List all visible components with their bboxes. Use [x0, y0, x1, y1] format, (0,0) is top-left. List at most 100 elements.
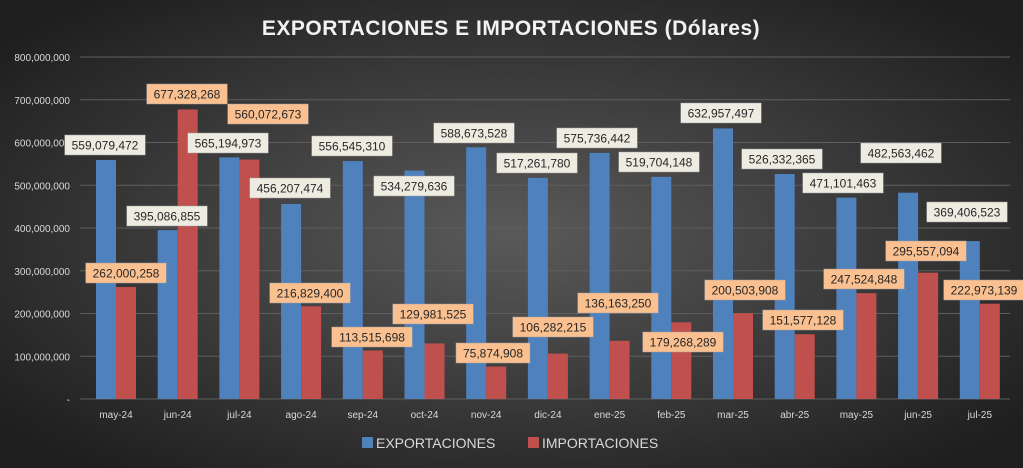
- data-label-box: [618, 151, 700, 173]
- data-label: 262,000,258: [93, 267, 160, 281]
- data-label: 395,086,855: [134, 210, 201, 224]
- data-label: 482,563,462: [868, 147, 935, 161]
- data-label-box: [802, 172, 884, 194]
- data-label-box: [126, 205, 208, 227]
- y-tick-label: 600,000,000: [14, 139, 70, 150]
- import-bar: [239, 159, 260, 399]
- data-label-box: [741, 148, 823, 170]
- data-label: 471,101,463: [810, 177, 877, 191]
- data-label: 295,557,094: [893, 245, 960, 259]
- legend-swatch: [528, 437, 539, 448]
- import-bar: [609, 340, 630, 399]
- y-tick-label: -: [67, 395, 70, 406]
- export-bar: [342, 161, 363, 399]
- import-bar: [116, 286, 136, 399]
- x-tick-label: jul-24: [226, 410, 252, 421]
- y-tick-label: 800,000,000: [14, 53, 70, 64]
- x-tick-label: ene-25: [594, 410, 626, 421]
- data-label-box: [146, 83, 228, 105]
- data-label-box: [187, 132, 269, 154]
- data-label: 559,079,472: [72, 139, 139, 153]
- data-label: 632,957,497: [688, 107, 755, 121]
- y-tick-label: 300,000,000: [14, 267, 70, 278]
- import-bar: [362, 350, 383, 399]
- y-tick-label: 100,000,000: [14, 352, 70, 363]
- data-label-box: [762, 309, 844, 331]
- data-label: 179,268,289: [650, 336, 717, 350]
- x-tick-label: jun-25: [903, 410, 932, 421]
- data-label: 222,973,139: [951, 284, 1018, 298]
- data-label: 517,261,780: [504, 157, 571, 171]
- data-label: 526,332,365: [749, 153, 816, 167]
- legend-swatch: [362, 437, 373, 448]
- x-tick-label: feb-25: [657, 410, 686, 421]
- data-label-box: [249, 177, 331, 199]
- data-label-box: [943, 279, 1023, 301]
- data-label: 519,704,148: [626, 156, 693, 170]
- x-tick-label: ago-24: [286, 410, 318, 421]
- export-bar: [959, 241, 980, 399]
- data-label-box: [556, 127, 638, 149]
- data-label-box: [311, 135, 393, 157]
- data-label: 247,524,848: [831, 273, 898, 287]
- export-bar: [157, 230, 178, 399]
- data-label-box: [926, 201, 1008, 223]
- chart-title: EXPORTACIONES E IMPORTACIONES (Dólares): [262, 17, 760, 40]
- data-label: 113,515,698: [339, 331, 405, 345]
- data-label: 456,207,474: [257, 182, 324, 196]
- y-tick-label: 700,000,000: [14, 96, 70, 107]
- data-label: 677,328,268: [154, 88, 221, 102]
- data-label-box: [496, 152, 578, 174]
- data-label: 369,406,523: [934, 206, 1001, 220]
- data-label: 560,072,673: [235, 108, 302, 122]
- x-tick-label: sep-24: [348, 410, 379, 421]
- import-bar: [424, 343, 445, 399]
- export-bar: [527, 177, 548, 399]
- import-bar: [301, 306, 322, 399]
- data-label: 216,829,400: [277, 287, 344, 301]
- data-label-box: [373, 175, 455, 197]
- x-tick-label: dic-24: [534, 410, 562, 421]
- import-bar: [177, 109, 198, 399]
- x-tick-label: may-25: [840, 410, 874, 421]
- export-bar: [466, 147, 487, 399]
- data-label: 106,282,215: [520, 321, 587, 335]
- data-label-box: [860, 142, 942, 164]
- data-label-box: [680, 102, 762, 124]
- x-tick-label: may-24: [99, 410, 133, 421]
- legend-label: EXPORTACIONES: [376, 435, 495, 451]
- data-label-box: [269, 282, 351, 304]
- data-label: 575,736,442: [564, 132, 631, 146]
- export-bar: [589, 152, 610, 399]
- export-bar: [651, 176, 672, 399]
- x-tick-label: jul-25: [967, 410, 993, 421]
- data-label-box: [64, 134, 146, 156]
- x-tick-label: nov-24: [471, 410, 502, 421]
- data-label: 129,981,525: [400, 308, 467, 322]
- data-label-box: [85, 262, 167, 284]
- data-label-box: [642, 331, 724, 353]
- data-label: 200,503,908: [712, 284, 779, 298]
- x-tick-label: abr-25: [780, 410, 809, 421]
- data-label-box: [331, 326, 413, 348]
- import-bar: [547, 353, 568, 399]
- x-tick-label: jun-24: [163, 410, 192, 421]
- data-label: 534,279,636: [381, 180, 448, 194]
- data-label: 556,545,310: [319, 140, 386, 154]
- y-tick-label: 400,000,000: [14, 224, 70, 235]
- data-label-box: [512, 316, 594, 338]
- import-bar: [979, 303, 1000, 399]
- data-label: 136,163,250: [585, 297, 652, 311]
- data-label: 588,673,528: [441, 127, 508, 141]
- export-bar: [219, 157, 240, 399]
- x-tick-label: oct-24: [411, 410, 439, 421]
- import-bar: [794, 334, 815, 399]
- data-label-box: [227, 103, 309, 125]
- import-bar: [856, 293, 877, 399]
- data-label: 75,874,908: [463, 347, 523, 361]
- import-bar: [486, 366, 507, 399]
- data-label-box: [433, 122, 515, 144]
- export-bar: [898, 192, 919, 399]
- data-label-box: [392, 303, 474, 325]
